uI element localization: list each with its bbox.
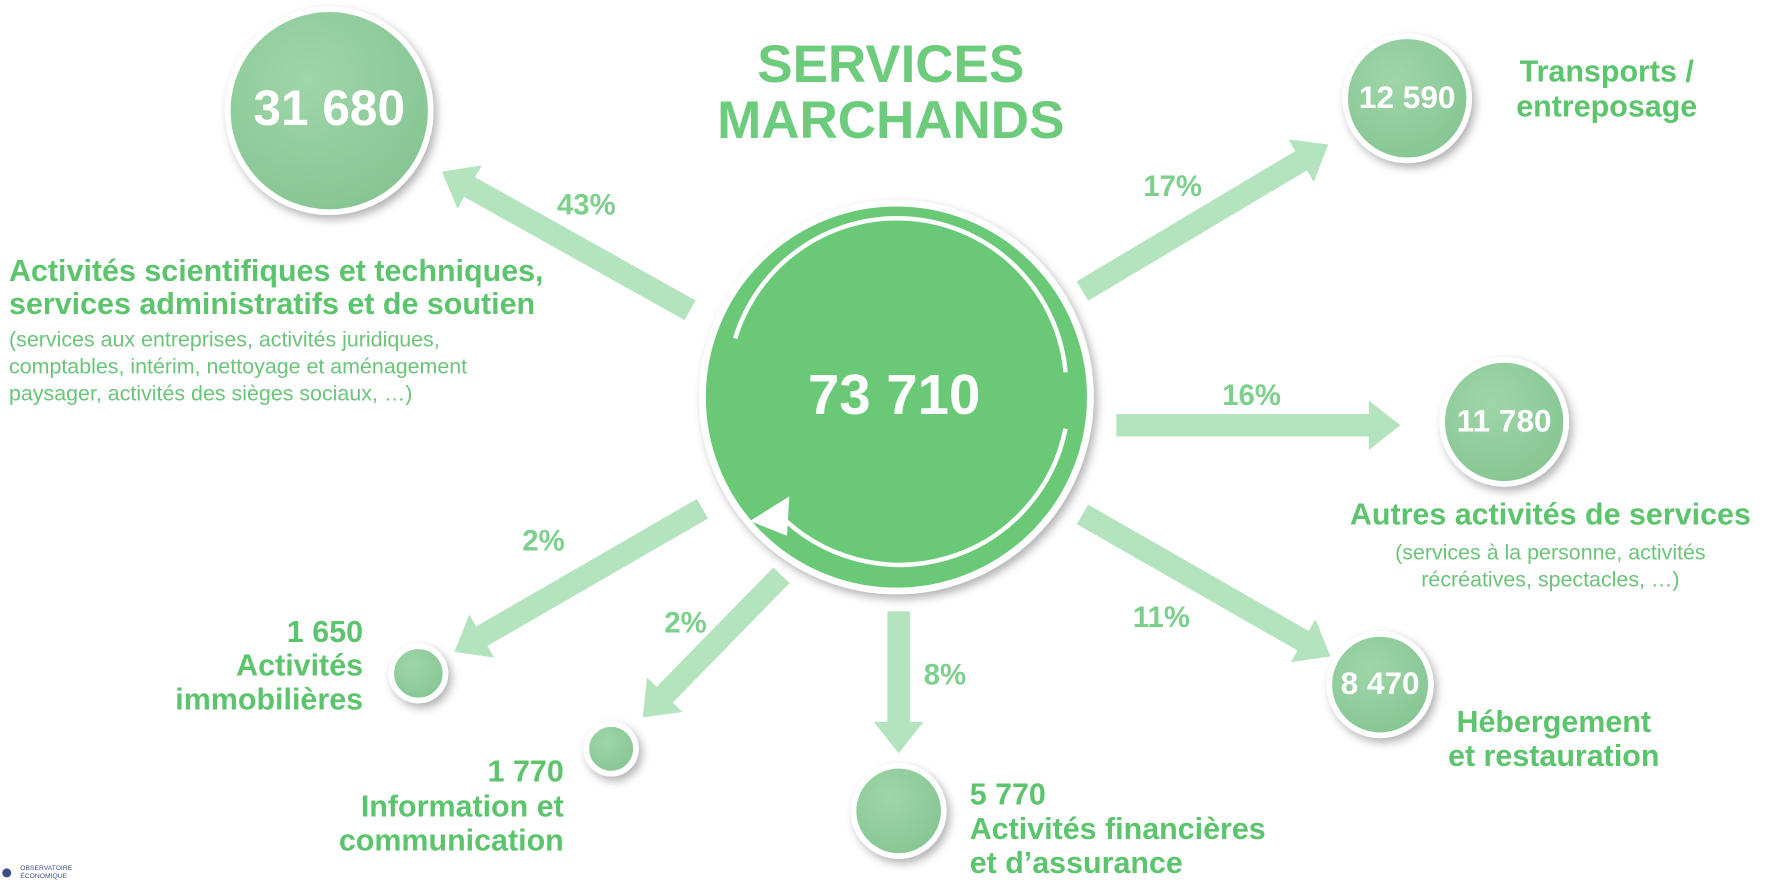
node-label: immobilières: [175, 683, 363, 717]
logo-text: OBSERVATOIRE: [20, 865, 73, 872]
percent: 2%: [664, 607, 706, 640]
arrow: [454, 498, 709, 658]
node-circle: [583, 721, 639, 777]
node-circle: [850, 762, 947, 859]
node-value: 11 780: [1457, 402, 1552, 438]
branch: 31 680 43% Activités scientifiques et tech…: [9, 6, 696, 405]
node-value: 5 770: [970, 777, 1046, 811]
arrow: [1076, 139, 1329, 301]
node-note: paysager, activités des sièges sociaux, …: [9, 381, 412, 405]
percent: 17%: [1143, 170, 1202, 203]
node-label: entreposage: [1516, 89, 1697, 123]
logo-mark: [2, 868, 12, 878]
node-label: Activités financières: [970, 812, 1266, 846]
cycle-arc: [733, 216, 1068, 373]
percent: 11%: [1133, 601, 1190, 634]
node-circle: [1439, 357, 1569, 487]
branch: 12 590 17% Transports /entreposage: [1076, 33, 1697, 301]
node-circle: [1326, 631, 1434, 739]
center-node: 73 710: [699, 199, 1094, 595]
node-label: Transports /: [1520, 55, 1695, 89]
title-line: MARCHANDS: [717, 91, 1064, 150]
node-label: Autres activités de services: [1350, 498, 1751, 532]
node-value: 12 590: [1359, 79, 1456, 115]
node-circle: [388, 643, 449, 704]
node-label: services administratifs et de soutien: [9, 287, 535, 321]
percent: 16%: [1222, 379, 1281, 412]
arrow: [642, 567, 790, 718]
node-value: 31 680: [253, 80, 405, 136]
node-label: et d’assurance: [970, 846, 1183, 880]
node-label: Hébergement: [1457, 705, 1652, 739]
node-value: 1 770: [488, 755, 564, 789]
node-note: (services à la personne, activités: [1395, 540, 1706, 564]
title-line: SERVICES: [757, 35, 1024, 94]
center-circle: [699, 199, 1094, 595]
node-label: communication: [339, 824, 564, 858]
arrow: [442, 165, 696, 321]
node-note: récréatives, spectacles, …): [1421, 568, 1679, 592]
arrow: [1116, 400, 1401, 451]
node-circle: [224, 6, 434, 215]
logo-text: ÉCONOMIQUE: [20, 871, 67, 880]
node-label: Activités scientifiques et techniques,: [9, 254, 544, 288]
cycle-arc: [776, 428, 1068, 568]
cycle-arrowhead: [749, 496, 790, 536]
node-value: 1 650: [287, 615, 363, 649]
arrow: [873, 611, 924, 754]
node-note: (services aux entreprises, activités jur…: [9, 327, 440, 351]
node-label: Activités: [236, 649, 363, 683]
percent: 43%: [557, 188, 616, 221]
node-label: Information et: [361, 790, 564, 824]
node-note: comptables, intérim, nettoyage et aménag…: [9, 354, 467, 378]
percent: 8%: [924, 658, 966, 691]
node-label: et restauration: [1448, 739, 1659, 773]
center-value: 73 710: [808, 363, 980, 426]
arrow: [1076, 504, 1331, 663]
logo: OBSERVATOIRE ÉCONOMIQUE: [2, 865, 73, 880]
percent: 2%: [522, 524, 564, 557]
node-value: 8 470: [1341, 665, 1420, 701]
node-circle: [1342, 33, 1473, 164]
branch: 11 780 16% Autres activités de services (se…: [1116, 357, 1751, 592]
